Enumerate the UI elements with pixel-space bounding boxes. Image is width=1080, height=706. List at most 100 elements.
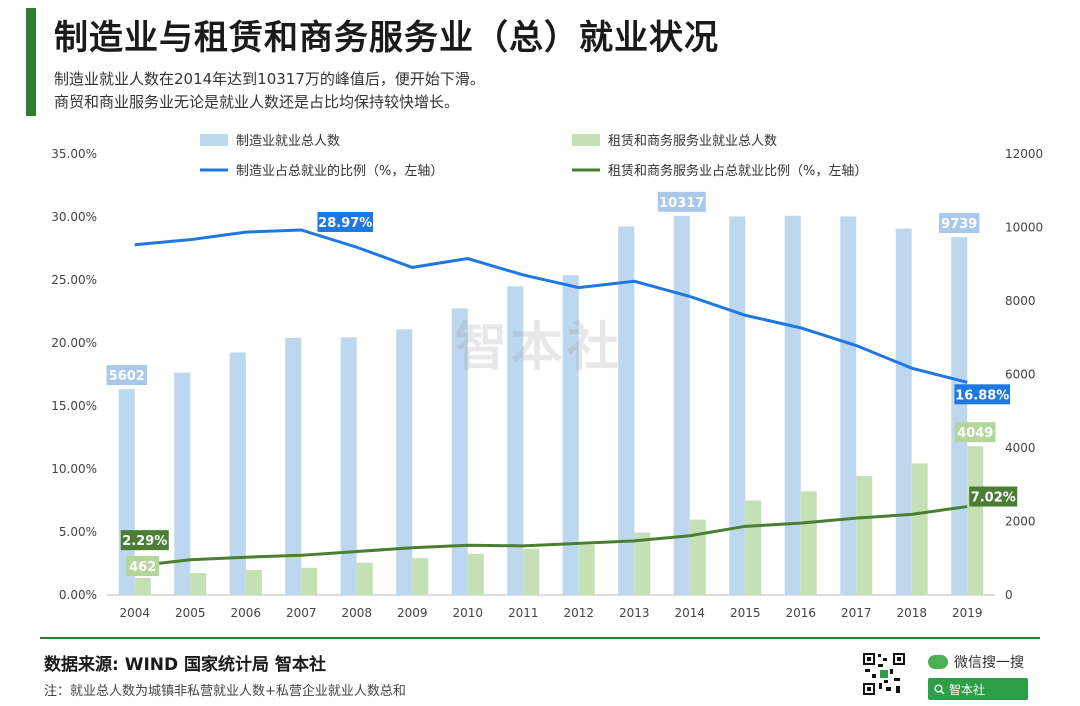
data-label: 9739 [941, 217, 977, 232]
footnote: 注：就业总人数为城镇非私营就业人数+私营企业就业人数总和 [44, 684, 406, 699]
left-axis-tick: 5.00% [59, 525, 97, 539]
x-axis-tick: 2013 [619, 606, 650, 620]
data-label-bg [955, 422, 996, 443]
leasing-bar [578, 545, 595, 595]
search-box-text: 智本社 [949, 682, 986, 697]
legend-label: 制造业占总就业的比例（%，左轴） [236, 163, 443, 179]
manufacturing-bar [951, 237, 968, 596]
data-source: 数据来源: WIND 国家统计局 智本社 [44, 655, 326, 675]
x-axis-tick: 2018 [896, 606, 927, 620]
right-axis-tick: 2000 [1005, 515, 1036, 529]
subtitle-line-1: 制造业就业人数在2014年达到10317万的峰值后，便开始下滑。 [54, 70, 485, 88]
qr-code-icon [862, 652, 906, 696]
leasing-bar [800, 491, 817, 595]
data-label: 10317 [659, 196, 704, 211]
x-axis-tick: 2012 [563, 606, 594, 620]
leasing-bar [190, 572, 207, 595]
leasing-bar [911, 463, 928, 595]
data-label-bg [317, 211, 374, 232]
right-axis-tick: 4000 [1005, 441, 1036, 455]
search-icon [934, 684, 945, 694]
leasing-bar [134, 578, 151, 595]
data-label: 4049 [957, 426, 993, 441]
manufacturing-bar [618, 226, 635, 595]
data-label-bg [969, 486, 1018, 507]
manufacturing-bar [285, 337, 302, 595]
x-axis-tick: 2019 [952, 606, 983, 620]
data-label-bg [954, 384, 1011, 405]
x-axis-tick: 2007 [286, 606, 317, 620]
left-axis-tick: 20.00% [51, 336, 97, 350]
x-axis-tick: 2015 [730, 606, 761, 620]
watermark: 智本社 [455, 318, 624, 378]
x-axis-tick: 2008 [341, 606, 372, 620]
x-axis-tick: 2009 [397, 606, 428, 620]
x-axis-tick: 2006 [230, 606, 261, 620]
data-label: 2.29% [122, 534, 167, 549]
wechat-search-box[interactable]: 智本社 [928, 678, 1028, 700]
x-axis-tick: 2010 [452, 606, 483, 620]
legend-swatch [200, 134, 228, 146]
manufacturing-bar [673, 215, 690, 595]
right-axis-tick: 10000 [1005, 221, 1043, 235]
manufacturing-bar [340, 337, 357, 595]
subtitle-line-2: 商贸和商业服务业无论是就业人数还是占比均保持较快增长。 [54, 93, 460, 111]
data-label: 7.02% [971, 491, 1016, 506]
data-label: 462 [129, 560, 156, 575]
legend-swatch [572, 134, 600, 146]
leasing-bar [745, 500, 762, 595]
data-label-bg [939, 213, 980, 234]
left-axis-tick: 0.00% [59, 588, 97, 602]
x-axis-tick: 2014 [674, 606, 705, 620]
leasing-bar [356, 562, 373, 595]
footer-divider [40, 637, 1040, 639]
manufacturing-bar [396, 329, 413, 595]
left-axis-tick: 30.00% [51, 210, 97, 224]
manufacturing-bar [895, 228, 912, 595]
leasing-bar [689, 519, 706, 595]
manufacturing-bar [784, 215, 801, 595]
left-axis-tick: 10.00% [51, 462, 97, 476]
manufacturing-bar [562, 275, 579, 595]
manufacturing-bar [451, 308, 468, 595]
leasing-bar [245, 570, 262, 595]
wechat-label-text: 微信搜一搜 [954, 655, 1024, 671]
title-accent-bar [26, 8, 36, 116]
x-axis-tick: 2017 [841, 606, 872, 620]
right-axis-tick: 8000 [1005, 294, 1036, 308]
wechat-search-label: 微信搜一搜 [928, 652, 1024, 672]
manufacturing-bar [729, 216, 746, 595]
right-axis-tick: 12000 [1005, 147, 1043, 161]
x-axis-tick: 2016 [785, 606, 816, 620]
data-label: 28.97% [318, 216, 372, 231]
manufacturing-bar [840, 216, 857, 595]
manufacturing-bar [229, 352, 246, 595]
right-axis-tick: 0 [1005, 588, 1013, 602]
x-axis-tick: 2011 [508, 606, 539, 620]
left-axis-tick: 15.00% [51, 399, 97, 413]
data-label: 16.88% [955, 388, 1009, 403]
legend-label: 租赁和商务服务业占总就业比例（%，左轴） [608, 163, 867, 179]
leasing-bar [523, 548, 540, 595]
manufacturing-bar [507, 286, 524, 595]
data-label-bg [120, 530, 169, 551]
legend-label: 制造业就业总人数 [236, 134, 340, 149]
leasing-share-line [134, 505, 968, 568]
data-label: 5602 [109, 369, 145, 384]
x-axis-tick: 2004 [119, 606, 150, 620]
data-label-bg [106, 365, 147, 386]
wechat-icon [928, 655, 948, 669]
leasing-bar [967, 446, 984, 595]
data-label-bg [126, 556, 160, 577]
data-label-bg [657, 191, 706, 212]
left-axis-tick: 25.00% [51, 273, 97, 287]
x-axis-tick: 2005 [175, 606, 206, 620]
leasing-bar [634, 532, 651, 595]
leasing-bar [856, 475, 873, 595]
page-title: 制造业与租赁和商务服务业（总）就业状况 [54, 18, 719, 58]
leasing-bar [301, 567, 318, 595]
legend-label: 租赁和商务服务业就业总人数 [608, 133, 777, 149]
employment-chart: 0.00% 5.00% 10.00% 15.00% 20.00% 25.00% 30.00%… [51, 133, 1043, 620]
left-axis-tick: 35.00% [51, 147, 97, 161]
leasing-bar [467, 553, 484, 595]
